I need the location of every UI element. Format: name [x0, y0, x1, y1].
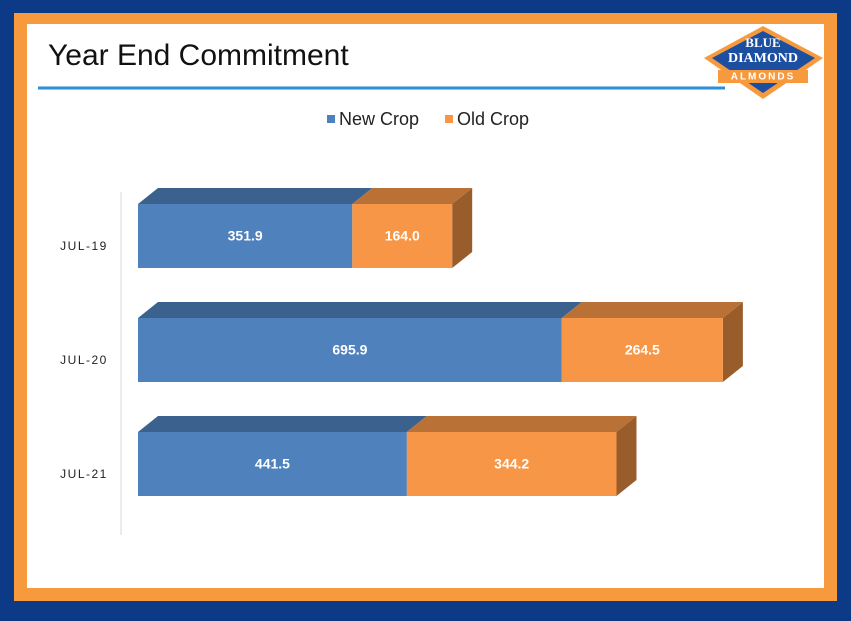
- value-label: 441.5: [255, 456, 290, 472]
- bar-side: [616, 416, 637, 496]
- y-tick-label: JUL-21: [60, 467, 108, 481]
- bar-side: [722, 302, 743, 382]
- bar-top: [138, 416, 427, 432]
- bar: [138, 204, 353, 268]
- legend-swatch: [445, 115, 453, 123]
- bar: [138, 432, 407, 496]
- y-tick-label: JUL-19: [60, 239, 108, 253]
- bar-side: [452, 188, 473, 268]
- bar: [352, 204, 453, 268]
- value-label: 351.9: [228, 228, 263, 244]
- value-label: 264.5: [625, 342, 660, 358]
- legend-label: New Crop: [339, 109, 419, 129]
- bar-top: [406, 416, 637, 432]
- chart-title: Year End Commitment: [48, 39, 349, 72]
- value-label: 164.0: [385, 228, 420, 244]
- bar-top: [138, 302, 582, 318]
- bar-top: [561, 302, 743, 318]
- bar: [138, 318, 562, 382]
- value-label: 344.2: [494, 456, 529, 472]
- y-tick-label: JUL-20: [60, 353, 108, 367]
- logo-text: BLUE: [745, 35, 780, 50]
- bar-top: [352, 188, 473, 204]
- logo: BLUE DIAMOND ALMONDS: [704, 26, 823, 99]
- legend-label: Old Crop: [457, 109, 529, 129]
- logo-inner: [712, 31, 815, 93]
- value-label: 695.9: [332, 342, 367, 358]
- bar: [561, 318, 723, 382]
- legend-swatch: [327, 115, 335, 123]
- bar-top: [138, 188, 373, 204]
- logo-text: DIAMOND: [728, 51, 798, 66]
- logo-text: ALMONDS: [731, 72, 796, 83]
- bar: [406, 432, 617, 496]
- logo-band: [718, 70, 808, 83]
